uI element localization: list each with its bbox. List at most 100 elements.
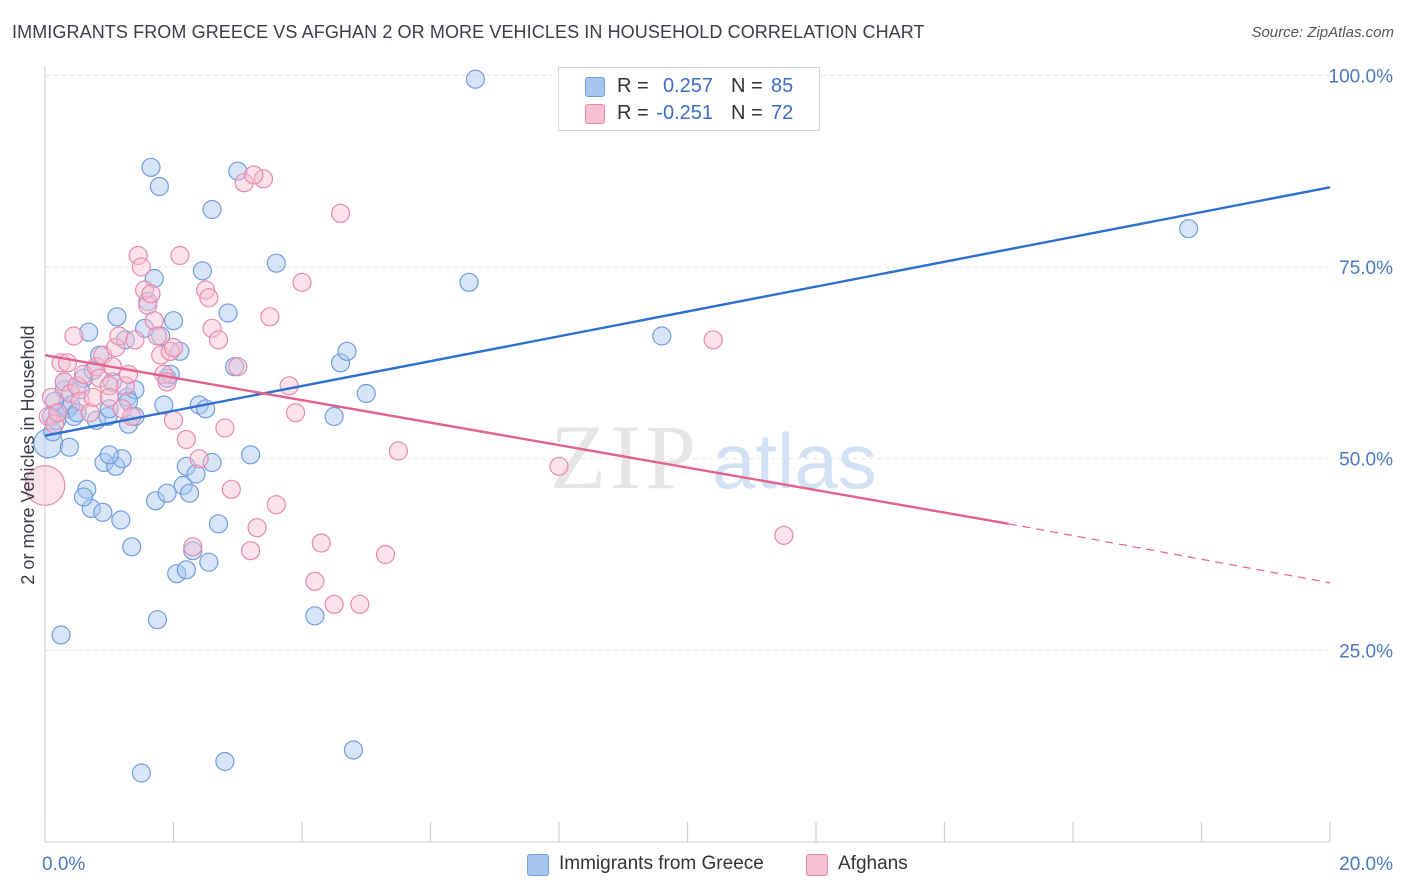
greece-point <box>112 449 132 469</box>
x-tick-label: 0.0% <box>42 854 85 875</box>
afghan-point <box>305 571 325 591</box>
greece-point <box>149 176 169 197</box>
n-value: 72 <box>771 102 794 124</box>
afghan-point <box>112 399 132 419</box>
afghan-legend-swatch <box>806 854 828 876</box>
greece-point <box>356 383 376 404</box>
afghan-point <box>24 465 66 506</box>
afghan-trend-line <box>44 353 1009 526</box>
afghan-point <box>202 318 222 338</box>
afghan-swatch <box>585 104 605 124</box>
afghan-point <box>115 376 135 396</box>
afghan-point <box>183 537 203 557</box>
greece-point <box>122 537 142 557</box>
r-value: -0.251 <box>656 102 713 124</box>
chart-source: Source: ZipAtlas.com <box>1251 24 1394 41</box>
greece-point <box>176 560 196 580</box>
greece-point <box>330 353 351 373</box>
afghan-point <box>57 353 78 373</box>
afghan-point <box>170 245 190 266</box>
greece-point <box>118 391 139 411</box>
afghan-point <box>54 372 74 392</box>
afghan-point <box>109 326 129 346</box>
afghan-point <box>141 284 161 304</box>
afghan-point <box>99 387 119 407</box>
greece-point <box>241 445 261 465</box>
afghan-point <box>83 387 103 407</box>
greece-swatch <box>585 77 605 97</box>
afghan-point <box>189 449 209 469</box>
afghan-point <box>774 525 794 545</box>
trend-lines <box>44 186 1331 584</box>
afghan-point <box>228 357 248 377</box>
greece-point <box>147 610 168 630</box>
afghan-point <box>241 541 261 561</box>
greece-point <box>652 326 672 346</box>
afghan-point <box>196 280 216 300</box>
afghan-point <box>147 326 168 346</box>
greece-point <box>465 69 486 89</box>
legend-row-afghan: R = -0.251 N = 72 <box>559 100 819 128</box>
legend-row-greece: R = 0.257 N = 85 <box>559 73 819 101</box>
greece-point <box>106 456 126 476</box>
series-legend: Immigrants from Greece Afghans <box>0 852 1406 878</box>
afghan-point <box>260 307 280 327</box>
afghan-point <box>285 403 306 423</box>
afghan-point <box>324 594 344 614</box>
afghan-point <box>221 479 241 499</box>
afghan-point <box>144 311 164 331</box>
afghan-trend-extrapolation <box>1008 523 1331 584</box>
greece-point <box>337 341 357 361</box>
greece-point <box>107 307 127 327</box>
y-tick-label: 50.0% <box>1339 450 1393 471</box>
n-label: N = <box>731 75 763 97</box>
afghan-point <box>163 410 184 430</box>
greece-point <box>305 606 325 626</box>
r-label: R = <box>617 102 649 124</box>
afghan-point <box>208 330 229 350</box>
greece-point <box>266 253 286 273</box>
afghan-point <box>199 288 219 308</box>
y-axis-label: 2 or more Vehicles in Household <box>18 325 38 584</box>
afghan-point <box>244 165 264 185</box>
greece-point <box>99 445 119 465</box>
afghan-point <box>292 272 312 292</box>
correlation-legend: R = 0.257 N = 85 R = -0.251 N = 72 <box>558 67 820 131</box>
greece-point <box>79 322 99 342</box>
n-label: N = <box>731 102 763 124</box>
afghan-point <box>90 368 110 388</box>
greece-point <box>81 498 101 519</box>
watermark-atlas: atlas <box>712 417 877 505</box>
greece-point <box>343 740 363 760</box>
greece-point <box>215 751 235 772</box>
greece-point <box>59 437 80 457</box>
afghan-point <box>330 203 351 223</box>
greece-point <box>218 303 238 323</box>
y-tick-label: 100.0% <box>1329 66 1394 87</box>
series-afghan-points <box>24 165 794 614</box>
afghan-point <box>279 376 299 396</box>
greece-point <box>173 475 193 496</box>
greece-point <box>186 464 206 484</box>
r-label: R = <box>617 75 649 97</box>
afghan-point <box>163 337 184 358</box>
axes <box>44 66 1331 843</box>
greece-point <box>202 452 222 473</box>
greece-point <box>157 483 177 503</box>
afghan-point <box>215 418 235 438</box>
afghan-point <box>176 429 196 450</box>
afghan-point <box>266 495 286 515</box>
afghan-point <box>247 518 267 538</box>
greece-point <box>131 763 151 783</box>
greece-point <box>145 491 166 511</box>
greece-point <box>167 564 187 584</box>
afghan-point <box>61 383 81 404</box>
afghan-point <box>253 169 274 189</box>
afghan-point <box>64 326 84 346</box>
afghan-point <box>350 594 370 614</box>
greece-point <box>93 502 113 522</box>
greece-point <box>51 625 71 645</box>
greece-point <box>111 510 131 530</box>
afghan-legend-label: Afghans <box>838 853 908 874</box>
